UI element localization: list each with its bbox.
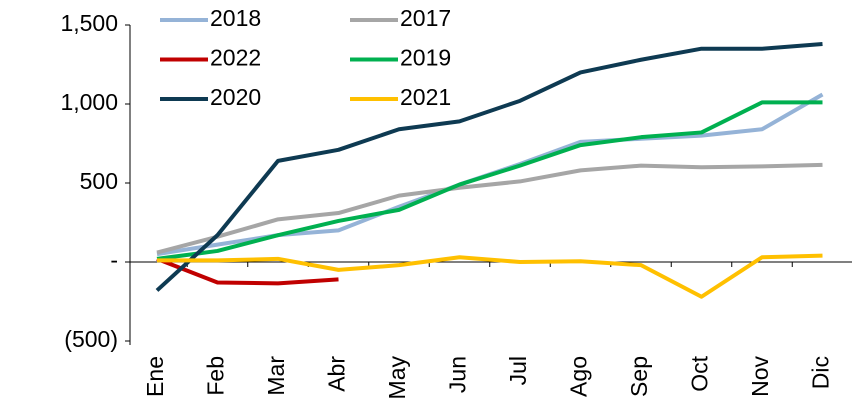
y-tick-label: (500) (64, 326, 118, 352)
x-tick-label: Abr (324, 356, 350, 392)
x-tick-label: Nov (747, 356, 773, 397)
legend-label: 2022 (210, 45, 261, 71)
y-tick-label: - (110, 247, 118, 273)
legend-label: 2021 (400, 84, 451, 110)
x-tick-label: Dic (808, 356, 834, 389)
y-tick-label: 500 (80, 168, 118, 194)
legend-label: 2018 (210, 5, 261, 31)
x-tick-label: Ene (142, 356, 168, 397)
x-tick-label: Sep (626, 356, 652, 397)
series-line (155, 41, 823, 292)
legend-label: 2020 (210, 84, 261, 110)
x-tick-label: Oct (687, 355, 713, 391)
series-line (156, 100, 823, 261)
legend-label: 2019 (400, 45, 451, 71)
series-line (156, 162, 823, 255)
x-tick-label: Jul (505, 356, 531, 385)
y-tick-label: 1,500 (60, 10, 118, 36)
x-tick-label: Mar (263, 356, 289, 396)
x-tick-label: May (384, 356, 410, 400)
legend-label: 2017 (400, 5, 451, 31)
series-line (156, 256, 339, 286)
series-line (157, 253, 823, 299)
x-tick-label: Feb (203, 356, 229, 396)
x-tick-label: Jun (445, 356, 471, 393)
x-tick-label: Ago (566, 356, 592, 397)
y-tick-label: 1,000 (60, 89, 118, 115)
